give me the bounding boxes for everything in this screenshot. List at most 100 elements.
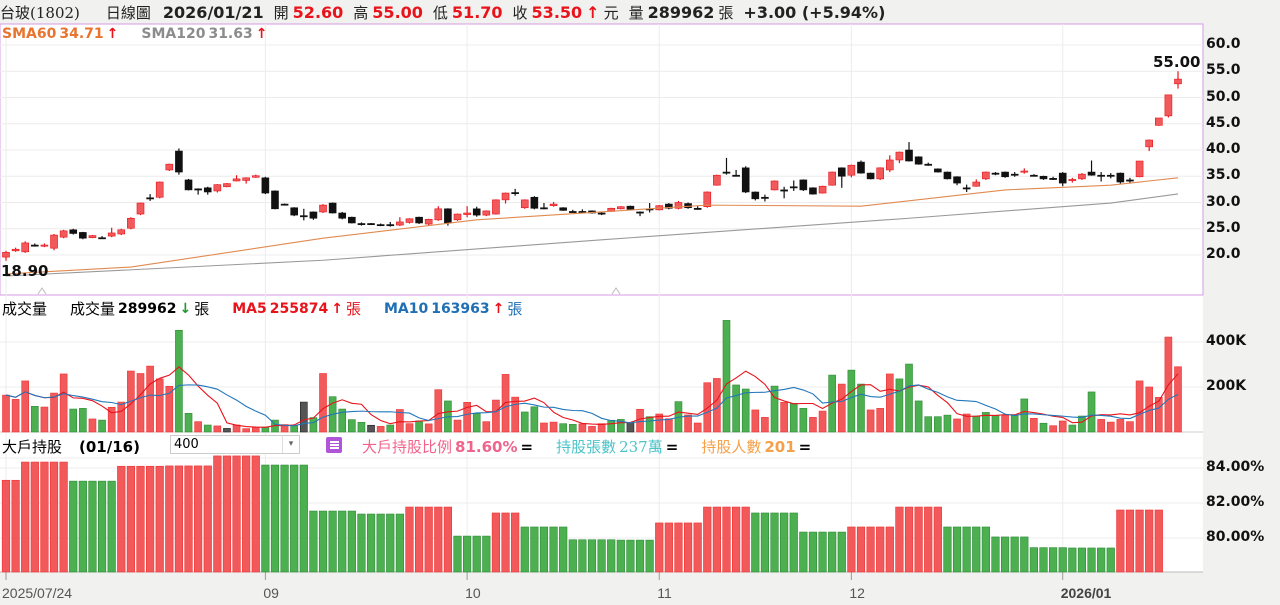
holders-bar bbox=[203, 465, 212, 573]
volume-bar bbox=[780, 401, 788, 433]
x-tick-label: 12 bbox=[849, 585, 865, 601]
candle-down bbox=[799, 179, 808, 191]
candle-down bbox=[761, 196, 769, 199]
candle-down bbox=[597, 212, 606, 215]
candle-down bbox=[953, 176, 961, 184]
candle-down bbox=[924, 163, 933, 166]
volume-bar bbox=[751, 409, 760, 433]
holders-bar bbox=[1116, 509, 1125, 573]
candle-up bbox=[117, 229, 126, 235]
candle-down bbox=[338, 212, 347, 219]
list-icon[interactable] bbox=[326, 437, 342, 453]
chart-type: 日線圖 bbox=[105, 3, 151, 22]
holders-bar bbox=[107, 480, 116, 573]
volume-bar bbox=[31, 406, 39, 433]
holders-tick-label: 84.00% bbox=[1206, 459, 1265, 475]
holders-bar bbox=[136, 465, 145, 573]
holders-tick-label: 82.00% bbox=[1206, 494, 1265, 510]
holders-bar bbox=[376, 513, 385, 573]
volume-bar bbox=[396, 409, 404, 433]
holders-bar bbox=[1020, 536, 1029, 573]
volume-value: 289962 bbox=[118, 300, 177, 317]
holders-bar bbox=[597, 539, 606, 573]
ratio-label: 大戶持股比例 bbox=[362, 438, 453, 456]
candle-down bbox=[568, 211, 577, 213]
holders-bar bbox=[1125, 509, 1135, 573]
candle-up bbox=[232, 178, 241, 182]
volume-bar bbox=[184, 413, 193, 433]
candle-down bbox=[722, 171, 731, 174]
volume-bar bbox=[597, 423, 606, 433]
holders-bar bbox=[539, 526, 549, 573]
candle-up bbox=[674, 202, 683, 209]
sma60-value: 34.71 bbox=[59, 26, 104, 42]
candle-down bbox=[866, 172, 875, 180]
candle-down bbox=[184, 179, 193, 191]
candle-down bbox=[1010, 173, 1019, 176]
candle-down bbox=[511, 192, 519, 195]
candle-down bbox=[69, 229, 78, 234]
threshold-select[interactable]: 400 ▾ bbox=[170, 435, 300, 454]
holders-bar bbox=[443, 506, 453, 573]
volume-bar bbox=[693, 422, 702, 433]
volume-bar bbox=[1087, 391, 1096, 433]
candle-down bbox=[905, 149, 913, 162]
ratio-value: 81.60% bbox=[455, 437, 518, 456]
volume-bar bbox=[511, 396, 519, 433]
volume-bar bbox=[251, 426, 260, 433]
holders-bar bbox=[242, 455, 251, 573]
holders-bar bbox=[981, 526, 990, 573]
candle-down bbox=[367, 223, 375, 226]
volume-bar bbox=[962, 413, 971, 433]
volume-bar bbox=[982, 412, 990, 433]
up-arrow-icon: ↑ bbox=[586, 2, 600, 22]
volume-bar bbox=[818, 410, 827, 433]
candle-up bbox=[818, 185, 827, 194]
volume-bar bbox=[914, 400, 923, 433]
shares-label: 持股張數 bbox=[556, 438, 617, 456]
candle-up bbox=[107, 232, 116, 237]
holders-bar bbox=[1145, 509, 1154, 573]
holders-bar bbox=[213, 455, 222, 573]
candle-down bbox=[280, 203, 289, 206]
candle-up bbox=[1174, 78, 1182, 85]
candle-up bbox=[223, 183, 231, 188]
volume-bar bbox=[684, 414, 692, 433]
volume-bar bbox=[1001, 414, 1009, 433]
volume-bar bbox=[415, 420, 423, 433]
volume-bar bbox=[482, 421, 491, 433]
candle-up bbox=[213, 184, 222, 192]
volume-bar bbox=[194, 421, 202, 433]
volume-bar bbox=[1030, 417, 1038, 433]
candle-down bbox=[1049, 178, 1057, 180]
candle-down bbox=[530, 196, 539, 209]
volume-bar bbox=[357, 422, 366, 433]
holders-bar bbox=[511, 512, 520, 573]
holders-bar bbox=[49, 461, 59, 573]
stock-name: 台玻(1802) bbox=[0, 3, 80, 22]
volume-label: 量 bbox=[628, 3, 644, 22]
holders-panel-title: 大戶持股 bbox=[2, 438, 63, 456]
holders-bar bbox=[530, 526, 539, 573]
holders-bar bbox=[395, 513, 404, 573]
volume-bar bbox=[1039, 422, 1048, 433]
holders-bar bbox=[414, 506, 424, 573]
volume-bar bbox=[1097, 419, 1105, 433]
holders-bar bbox=[693, 522, 702, 573]
price-panel-border bbox=[0, 23, 1204, 296]
volume-bar bbox=[88, 418, 97, 433]
chevron-down-icon[interactable]: ▾ bbox=[282, 436, 299, 453]
close-label: 收 bbox=[512, 3, 528, 22]
volume-bar bbox=[213, 425, 222, 433]
holders-bar bbox=[616, 539, 625, 573]
volume-bar bbox=[300, 401, 308, 433]
volume-bar bbox=[1116, 419, 1125, 433]
volume-bar bbox=[588, 426, 596, 433]
candle-up bbox=[886, 159, 894, 171]
candle-down bbox=[693, 207, 702, 210]
open-label: 開 bbox=[273, 3, 289, 22]
holders-bar bbox=[251, 455, 260, 573]
holders-bar bbox=[280, 464, 289, 573]
ma5-value: 255874 bbox=[269, 300, 329, 317]
candle-up bbox=[88, 235, 97, 238]
